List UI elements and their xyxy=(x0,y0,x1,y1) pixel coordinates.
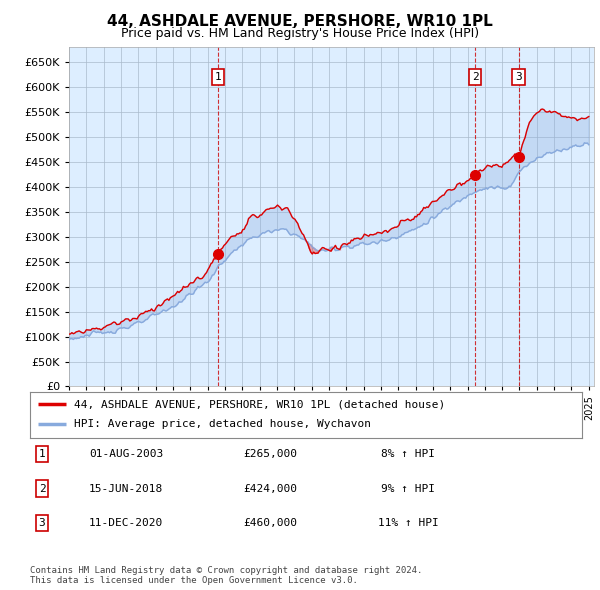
Text: Price paid vs. HM Land Registry's House Price Index (HPI): Price paid vs. HM Land Registry's House … xyxy=(121,27,479,40)
Text: 2: 2 xyxy=(38,484,46,493)
Text: 2: 2 xyxy=(472,72,479,82)
Text: 9% ↑ HPI: 9% ↑ HPI xyxy=(381,484,435,493)
Text: £460,000: £460,000 xyxy=(243,518,297,527)
Text: 11-DEC-2020: 11-DEC-2020 xyxy=(89,518,163,527)
Text: 15-JUN-2018: 15-JUN-2018 xyxy=(89,484,163,493)
Text: Contains HM Land Registry data © Crown copyright and database right 2024.
This d: Contains HM Land Registry data © Crown c… xyxy=(30,566,422,585)
Text: 1: 1 xyxy=(38,450,46,459)
Text: £424,000: £424,000 xyxy=(243,484,297,493)
Text: 8% ↑ HPI: 8% ↑ HPI xyxy=(381,450,435,459)
Text: 44, ASHDALE AVENUE, PERSHORE, WR10 1PL (detached house): 44, ASHDALE AVENUE, PERSHORE, WR10 1PL (… xyxy=(74,399,445,409)
Text: 3: 3 xyxy=(38,518,46,527)
Text: 44, ASHDALE AVENUE, PERSHORE, WR10 1PL: 44, ASHDALE AVENUE, PERSHORE, WR10 1PL xyxy=(107,14,493,29)
Text: 1: 1 xyxy=(214,72,221,82)
Text: 3: 3 xyxy=(515,72,522,82)
Text: £265,000: £265,000 xyxy=(243,450,297,459)
Text: HPI: Average price, detached house, Wychavon: HPI: Average price, detached house, Wych… xyxy=(74,419,371,430)
Text: 11% ↑ HPI: 11% ↑ HPI xyxy=(377,518,439,527)
Text: 01-AUG-2003: 01-AUG-2003 xyxy=(89,450,163,459)
